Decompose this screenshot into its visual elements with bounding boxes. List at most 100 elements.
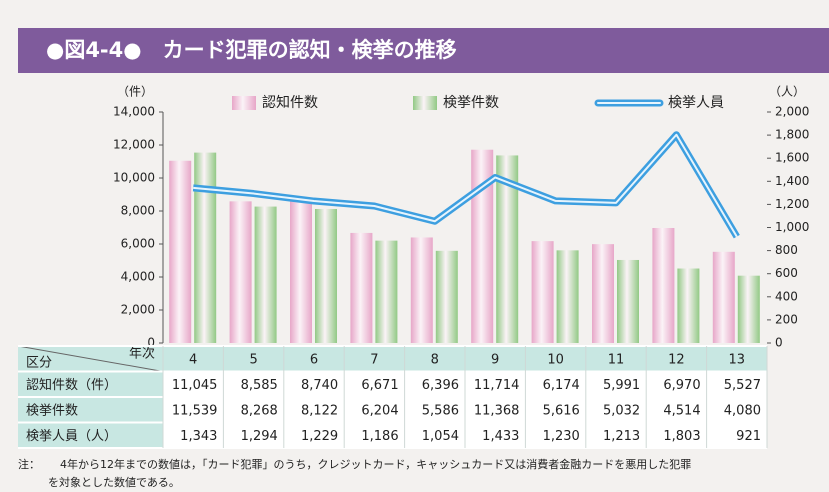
corner-label: 区分 — [26, 356, 52, 371]
bar — [229, 201, 252, 343]
bar — [290, 198, 312, 343]
table-value: 1,230 — [543, 429, 580, 444]
table-value: 1,294 — [241, 429, 278, 444]
y2-tick-label: 1,800 — [775, 128, 809, 142]
y2-tick-label: 400 — [775, 289, 798, 303]
table-value: 5,032 — [603, 403, 640, 418]
y-tick-label: 8,000 — [121, 204, 155, 218]
y-tick-label: 14,000 — [113, 105, 155, 119]
row-label-cell — [18, 371, 163, 397]
x-tick-label: 10 — [547, 352, 564, 367]
table-header — [18, 346, 767, 372]
bar — [556, 250, 579, 343]
table-value: 11,368 — [474, 403, 520, 418]
bar — [254, 206, 277, 343]
x-tick-label: 12 — [668, 352, 685, 367]
y2-tick-label: 2,000 — [775, 105, 809, 119]
legend-label: 認知件数 — [262, 94, 318, 111]
bar — [435, 250, 458, 343]
table-value: 5,616 — [543, 403, 580, 418]
bar — [677, 268, 700, 343]
x-tick-label: 8 — [431, 352, 439, 367]
legend-swatch — [413, 96, 437, 110]
table-value: 6,174 — [543, 378, 580, 393]
table-value: 8,740 — [301, 378, 338, 393]
y2-tick-label: 1,000 — [775, 220, 809, 234]
row-label-cell — [18, 422, 163, 448]
table-value: 1,433 — [482, 429, 519, 444]
bar — [471, 149, 494, 343]
bar — [496, 155, 519, 343]
bar — [169, 160, 192, 343]
x-tick-label: 5 — [249, 352, 257, 367]
x-tick-label: 9 — [491, 352, 499, 367]
x-tick-label: 11 — [608, 352, 625, 367]
note: を対象とした数値である。 — [48, 475, 180, 489]
y-tick-label: 0 — [147, 336, 155, 350]
bar — [350, 232, 373, 343]
y-tick-label: 4,000 — [121, 270, 155, 284]
table-value: 921 — [736, 429, 761, 444]
title-bar — [18, 28, 829, 73]
table-value: 5,991 — [603, 378, 640, 393]
note-label: 注： — [18, 457, 40, 471]
table-value: 6,396 — [422, 378, 459, 393]
y2-tick-label: 800 — [775, 243, 798, 257]
table-value: 6,204 — [361, 403, 398, 418]
table-value: 8,585 — [241, 378, 278, 393]
x-tick-label: 13 — [729, 352, 746, 367]
bar — [375, 240, 398, 343]
table-value: 11,539 — [172, 403, 218, 418]
table-value: 6,970 — [663, 378, 700, 393]
bar — [737, 275, 760, 343]
bar — [617, 259, 639, 343]
y2-tick-label: 200 — [775, 312, 798, 326]
table-value: 6,671 — [361, 378, 398, 393]
y2-tick-label: 1,400 — [775, 174, 809, 188]
bar — [531, 241, 554, 343]
table-value: 1,054 — [422, 429, 459, 444]
table-value: 4,514 — [663, 403, 700, 418]
legend-swatch — [232, 96, 256, 110]
table-value: 1,343 — [180, 429, 217, 444]
bar — [652, 227, 675, 343]
table-value: 1,213 — [603, 429, 640, 444]
table-value: 11,045 — [172, 378, 218, 393]
table-value: 8,122 — [301, 403, 338, 418]
table-value: 8,268 — [241, 403, 278, 418]
x-tick-label: 4 — [189, 352, 197, 367]
table-value: 1,803 — [663, 429, 700, 444]
bar — [315, 208, 337, 343]
y2-unit: （人） — [769, 85, 805, 99]
y2-tick-label: 600 — [775, 266, 798, 280]
table-value: 5,527 — [724, 378, 761, 393]
bar — [410, 237, 433, 343]
bar — [194, 152, 217, 343]
y2-tick-label: 1,200 — [775, 197, 809, 211]
legend-label: 検挙件数 — [443, 95, 499, 111]
y-tick-label: 10,000 — [113, 171, 155, 185]
bar — [712, 251, 735, 343]
chart-title: ●図4-4● カード犯罪の認知・検挙の推移 — [46, 38, 457, 62]
row-label-cell — [18, 397, 163, 423]
corner-diagonal — [17, 345, 164, 372]
y2-tick-label: 1,600 — [775, 151, 809, 165]
y-unit: （件） — [117, 85, 153, 99]
x-tick-label: 7 — [370, 352, 378, 367]
table-value: 1,186 — [361, 429, 398, 444]
y-tick-label: 12,000 — [113, 138, 155, 152]
y-tick-label: 2,000 — [121, 303, 155, 317]
y-tick-label: 6,000 — [121, 237, 155, 251]
row-label: 検挙人員（人） — [26, 429, 117, 444]
table-value: 4,080 — [724, 403, 761, 418]
row-label: 検挙件数 — [26, 403, 78, 418]
row-label: 認知件数（件） — [26, 377, 117, 393]
table-value: 5,586 — [422, 403, 459, 418]
corner-label: 年次 — [129, 346, 155, 362]
table-value: 11,714 — [474, 378, 520, 393]
note: 4年から12年までの数値は，「カード犯罪」のうち，クレジットカード，キャッシュカ… — [60, 457, 691, 471]
line-highlight — [193, 133, 738, 238]
legend-label: 検挙人員 — [668, 95, 724, 111]
y2-tick-label: 0 — [775, 336, 783, 350]
